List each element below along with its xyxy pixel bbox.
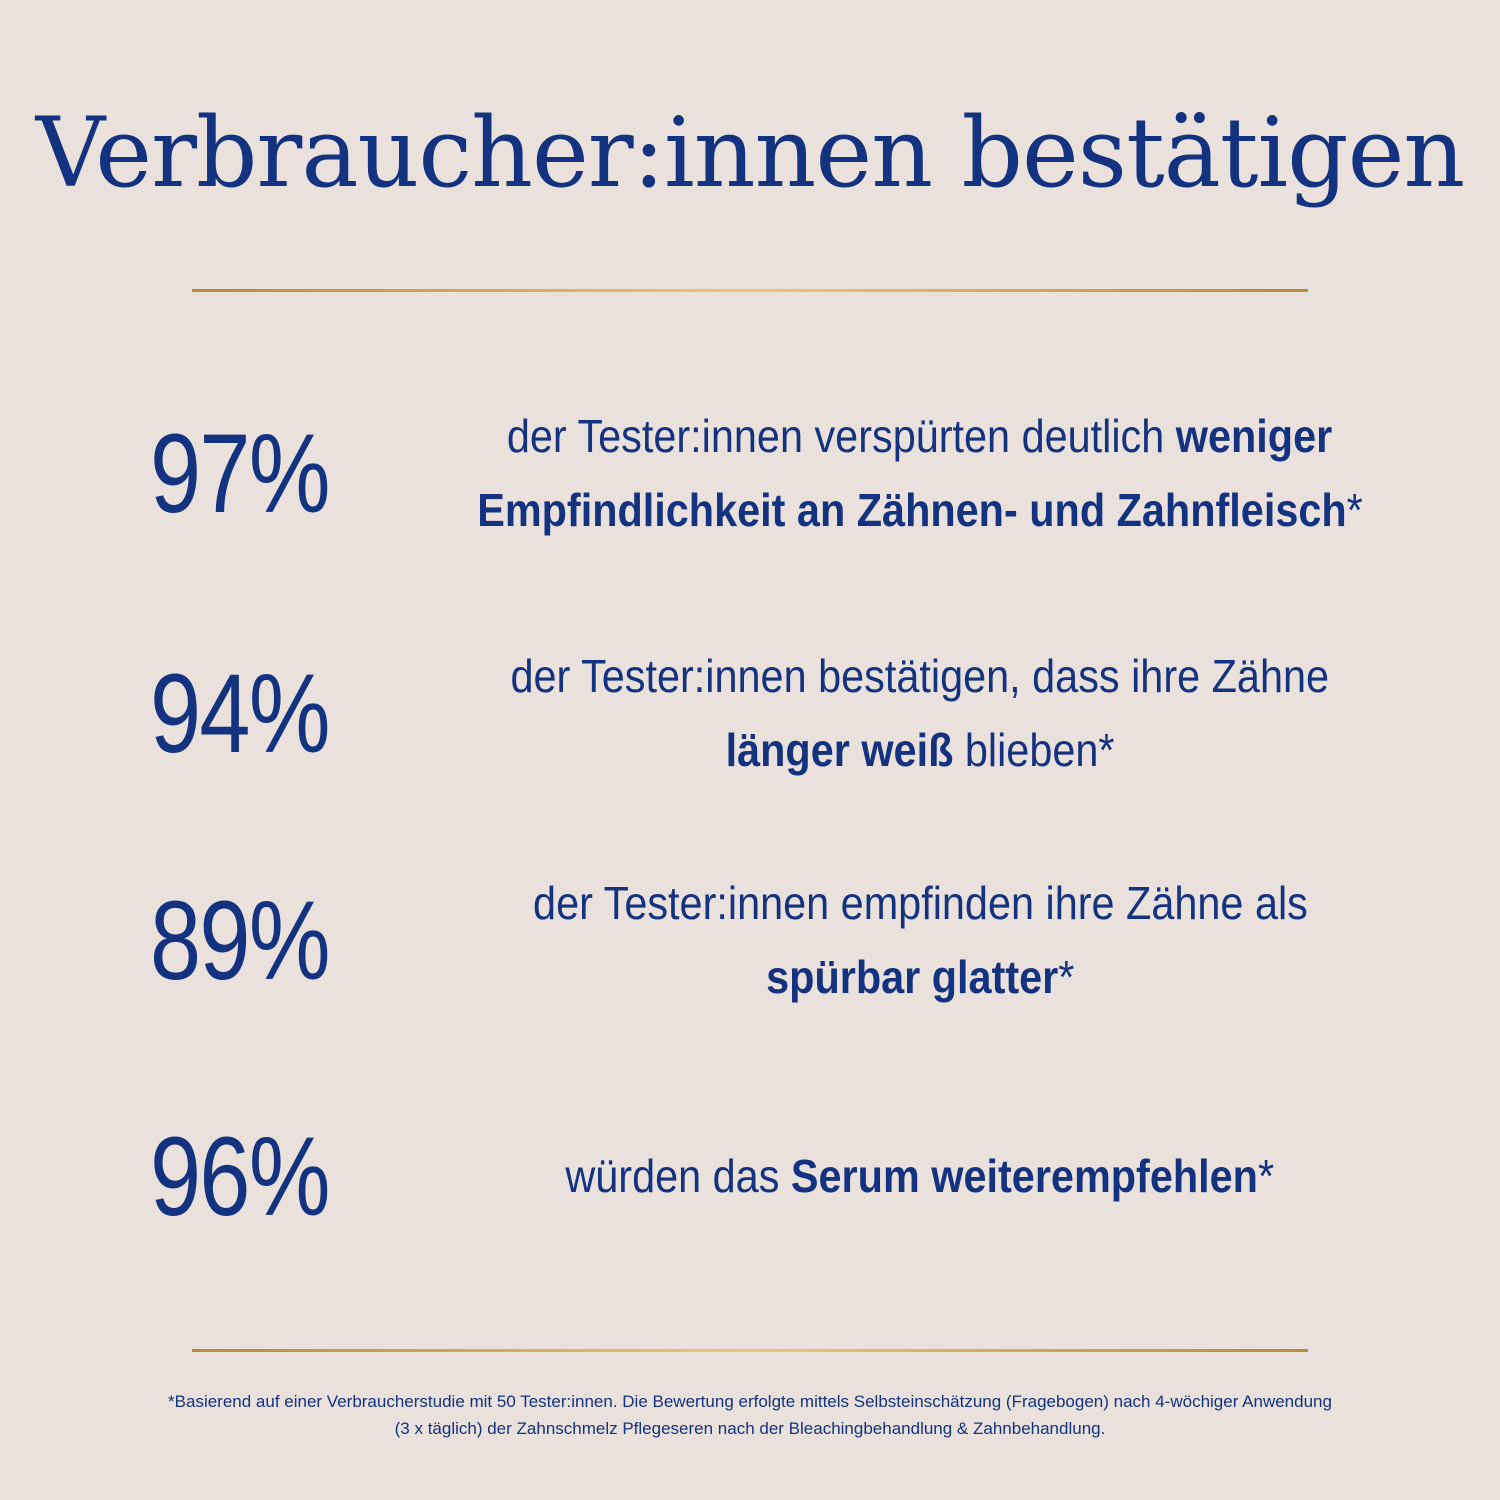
stat-text: der Tester:innen verspürten deutlich	[507, 410, 1177, 462]
stat-description-line: der Tester:innen verspürten deutlich wen…	[507, 399, 1332, 473]
stat-highlight: Serum weiterempfehlen	[791, 1150, 1259, 1202]
stat-text: blieben*	[953, 724, 1115, 776]
stat-description-line: spürbar glatter*	[766, 940, 1074, 1014]
stat-description-line: Empfindlichkeit an Zähnen- und Zahnfleis…	[477, 473, 1363, 547]
footnote: *Basierend auf einer Verbraucherstudie m…	[0, 1388, 1500, 1442]
stat-description-line: der Tester:innen bestätigen, dass ihre Z…	[511, 639, 1330, 713]
stat-description: würden das Serum weiterempfehlen*	[410, 1096, 1430, 1256]
stat-highlight: weniger	[1176, 410, 1333, 462]
stat-row-97: 97% der Tester:innen verspürten deutlich…	[0, 393, 1500, 553]
stat-text: *	[1346, 484, 1363, 536]
footnote-line: (3 x täglich) der Zahnschmelz Pflegesere…	[394, 1419, 1106, 1438]
footnote-line: *Basierend auf einer Verbraucherstudie m…	[168, 1392, 1332, 1411]
stat-description-line: würden das Serum weiterempfehlen*	[566, 1139, 1275, 1213]
stat-text: der Tester:innen empfinden ihre Zähne al…	[532, 877, 1308, 929]
stat-highlight: spürbar glatter	[765, 951, 1059, 1003]
stat-highlight: länger weiß	[725, 724, 954, 776]
bottom-divider	[192, 1349, 1308, 1352]
stat-percent: 97%	[150, 410, 331, 536]
stat-description: der Tester:innen bestätigen, dass ihre Z…	[410, 633, 1430, 793]
stat-row-96: 96% würden das Serum weiterempfehlen*	[0, 1096, 1500, 1256]
stat-description: der Tester:innen verspürten deutlich wen…	[410, 393, 1430, 553]
stat-row-94: 94% der Tester:innen bestätigen, dass ih…	[0, 633, 1500, 793]
stat-text: der Tester:innen bestätigen, dass ihre Z…	[510, 650, 1330, 702]
page-title: Verbraucher:innen bestätigen	[35, 97, 1466, 209]
stat-description-line: länger weiß blieben*	[726, 713, 1115, 787]
stat-text: *	[1258, 1150, 1275, 1202]
stat-row-89: 89% der Tester:innen empfinden ihre Zähn…	[0, 860, 1500, 1020]
stat-highlight: Empfindlichkeit an Zähnen- und Zahnfleis…	[477, 484, 1347, 536]
stat-text: würden das	[565, 1150, 792, 1202]
stat-percent: 96%	[150, 1113, 331, 1239]
top-divider	[192, 289, 1308, 292]
stat-description-line: der Tester:innen empfinden ihre Zähne al…	[533, 866, 1308, 940]
stat-description: der Tester:innen empfinden ihre Zähne al…	[410, 860, 1430, 1020]
stat-percent: 94%	[150, 650, 331, 776]
stat-text: *	[1058, 951, 1075, 1003]
stat-percent: 89%	[150, 877, 331, 1003]
